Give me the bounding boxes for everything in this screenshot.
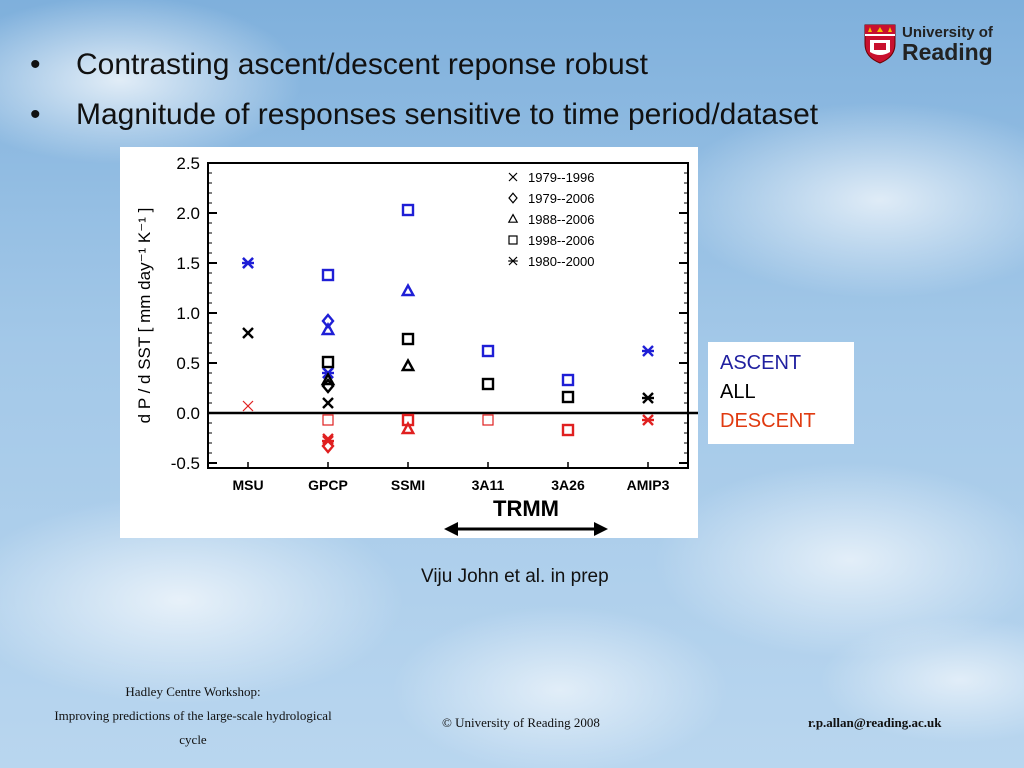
footer-line-2: Improving predictions of the large-scale… bbox=[54, 708, 332, 723]
logo-text: University of Reading bbox=[902, 25, 993, 64]
bullet-item: • Contrasting ascent/descent reponse rob… bbox=[30, 40, 850, 90]
y-axis-label: d P / d SST [ mm day⁻¹ K⁻¹ ] bbox=[135, 208, 154, 424]
logo-line-1: University of bbox=[902, 23, 993, 41]
bullet-list: • Contrasting ascent/descent reponse rob… bbox=[30, 40, 850, 140]
bullet-item: • Magnitude of responses sensitive to ti… bbox=[30, 90, 850, 140]
bullet-symbol: • bbox=[30, 98, 41, 131]
data-point bbox=[242, 257, 254, 269]
x-tick-label: GPCP bbox=[308, 477, 348, 493]
footer-workshop: Hadley Centre Workshop: Improving predic… bbox=[28, 680, 358, 752]
bullet-text: Magnitude of responses sensitive to time… bbox=[76, 98, 819, 131]
x-tick-label: AMIP3 bbox=[627, 477, 670, 493]
bullet-text: Contrasting ascent/descent reponse robus… bbox=[76, 48, 649, 81]
y-tick-label: 1.0 bbox=[176, 304, 200, 323]
bullet-symbol: • bbox=[30, 48, 41, 81]
legend-label: 1979--2006 bbox=[528, 191, 595, 206]
x-tick-label: 3A11 bbox=[472, 477, 505, 493]
trmm-annotation: TRMM bbox=[444, 496, 608, 540]
scatter-chart: -0.5 0.0 0.5 1.0 1.5 2.0 2.5 MSU GPCP SSMI 3A11 3A2… bbox=[135, 154, 698, 493]
legend-label: 1988--2006 bbox=[528, 212, 595, 227]
footer-line-1: Hadley Centre Workshop: bbox=[125, 684, 261, 699]
logo-line-2: Reading bbox=[902, 38, 993, 65]
all-label: ALL bbox=[720, 381, 756, 403]
legend-marker bbox=[507, 213, 519, 223]
descent-label: DESCENT bbox=[720, 410, 816, 432]
y-tick-label: 0.0 bbox=[176, 404, 200, 423]
x-tick-label: MSU bbox=[232, 477, 263, 493]
data-point bbox=[481, 344, 495, 358]
legend-marker bbox=[508, 192, 518, 204]
data-point bbox=[561, 390, 575, 404]
legend-label: 1979--1996 bbox=[528, 170, 595, 185]
data-point bbox=[482, 414, 494, 426]
regime-key: ASCENT ALL DESCENT bbox=[708, 342, 854, 444]
data-point bbox=[321, 268, 335, 282]
x-tick-label: 3A26 bbox=[551, 477, 585, 493]
data-point bbox=[321, 378, 335, 394]
data-point bbox=[401, 203, 415, 217]
data-point bbox=[400, 283, 416, 297]
ascent-label: ASCENT bbox=[720, 352, 802, 374]
footer-email[interactable]: r.p.allan@reading.ac.uk bbox=[808, 715, 942, 730]
y-tick-label: -0.5 bbox=[171, 454, 200, 473]
data-point bbox=[642, 345, 654, 357]
data-point bbox=[642, 392, 654, 404]
university-logo: University of Reading bbox=[864, 24, 993, 64]
y-tick-label: 0.5 bbox=[176, 354, 200, 373]
data-point bbox=[561, 373, 575, 387]
data-point bbox=[321, 355, 335, 369]
legend-label: 1980--2000 bbox=[528, 254, 595, 269]
chart-panel: -0.5 0.0 0.5 1.0 1.5 2.0 2.5 MSU GPCP SSMI 3A11 3A2… bbox=[120, 147, 698, 538]
data-point bbox=[322, 414, 334, 426]
data-point bbox=[642, 414, 654, 426]
double-arrow-icon bbox=[444, 522, 608, 536]
data-point bbox=[400, 358, 416, 372]
data-point bbox=[401, 332, 415, 346]
trmm-label: TRMM bbox=[493, 496, 559, 521]
data-point bbox=[321, 313, 335, 329]
y-tick-label: 2.5 bbox=[176, 154, 200, 173]
footer-line-3: cycle bbox=[179, 732, 207, 747]
data-point bbox=[321, 438, 335, 454]
data-point bbox=[320, 322, 336, 336]
data-point bbox=[400, 421, 416, 435]
y-tick-label: 1.5 bbox=[176, 254, 200, 273]
data-point bbox=[242, 327, 254, 339]
crest-icon bbox=[864, 24, 896, 64]
data-point bbox=[320, 372, 336, 386]
legend-label: 1998--2006 bbox=[528, 233, 595, 248]
footer-copyright: © University of Reading 2008 bbox=[442, 715, 600, 730]
data-point bbox=[561, 423, 575, 437]
data-point bbox=[242, 400, 254, 412]
x-tick-label: SSMI bbox=[391, 477, 425, 493]
credit-text: Viju John et al. in prep bbox=[421, 566, 609, 587]
legend-marker bbox=[508, 172, 518, 182]
legend-marker bbox=[508, 235, 518, 245]
legend-marker bbox=[508, 256, 518, 266]
y-tick-label: 2.0 bbox=[176, 204, 200, 223]
data-point bbox=[481, 377, 495, 391]
data-point bbox=[322, 397, 334, 409]
plot-frame bbox=[207, 162, 689, 469]
